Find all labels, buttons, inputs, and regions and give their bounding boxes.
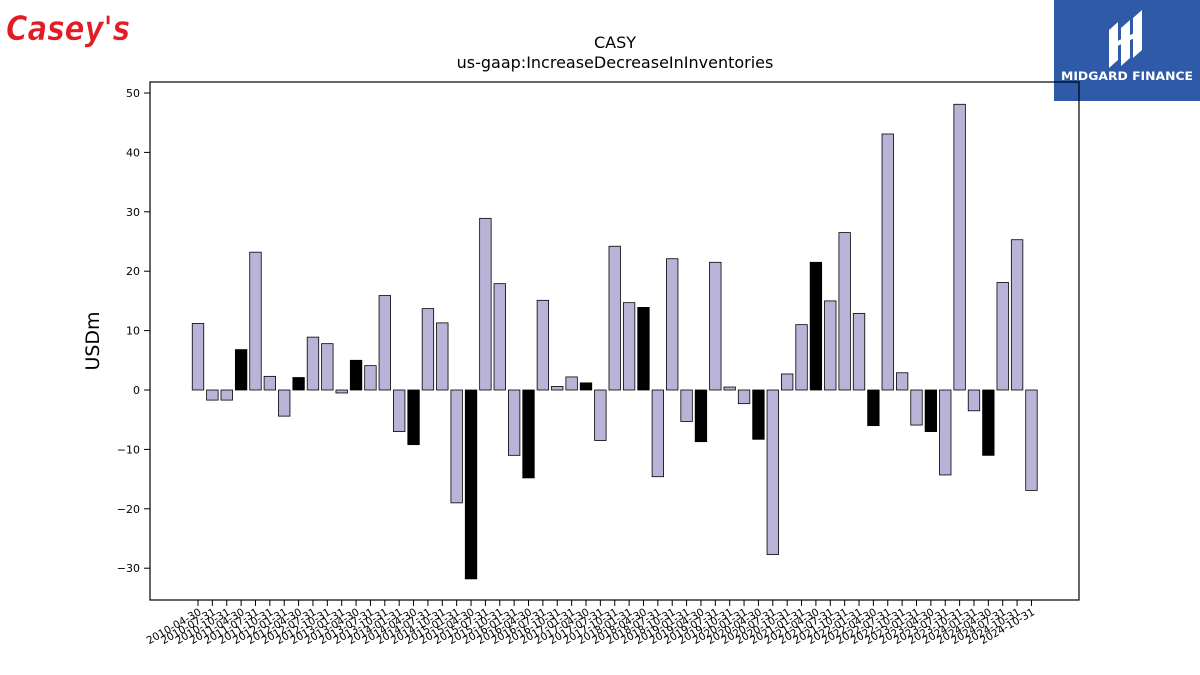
bar-44: [824, 300, 837, 391]
bar-39: [752, 389, 765, 440]
bar-45: [838, 232, 851, 391]
bar-25: [551, 386, 564, 391]
bar-2: [220, 389, 233, 401]
bar-4: [249, 251, 262, 391]
bar-38: [737, 389, 751, 405]
bar-31: [637, 307, 650, 391]
bar-49: [895, 372, 909, 391]
bar-21: [493, 283, 506, 391]
bar-17: [436, 322, 449, 391]
bar-35: [694, 389, 708, 443]
bar-20: [479, 217, 492, 391]
y-tick-label-7: 40: [126, 146, 140, 159]
bar-47: [867, 389, 880, 427]
bar-23: [522, 389, 535, 479]
bar-43: [809, 261, 823, 391]
bar-50: [910, 389, 923, 426]
bar-16: [421, 308, 435, 391]
bar-54: [967, 389, 981, 412]
bar-26: [565, 376, 578, 391]
midgard-logo-text: MIDGARD FINANCE: [1061, 69, 1193, 83]
x-axis: 2010-04-302010-07-312010-10-312011-04-30…: [145, 600, 1037, 647]
bar-24: [536, 299, 550, 391]
bar-5: [263, 375, 277, 391]
chart-subtitle: us-gaap:IncreaseDecreaseInInventories: [457, 53, 774, 72]
midgard-emblem-icon: [1109, 10, 1142, 68]
bar-46: [852, 312, 866, 391]
bar-14: [393, 389, 406, 432]
bar-29: [608, 245, 621, 391]
bar-19: [464, 389, 478, 580]
bar-10: [335, 389, 348, 394]
bar-6: [278, 389, 291, 417]
bar-48: [881, 133, 894, 391]
bar-41: [781, 373, 794, 391]
bar-7: [292, 377, 305, 391]
bar-52: [939, 389, 952, 476]
y-tick-label-4: 10: [126, 325, 140, 338]
plot-frame: [149, 81, 1080, 601]
bar-3: [234, 349, 248, 391]
bar-0: [191, 323, 205, 391]
midgard-finance-logo: MIDGARD FINANCE: [1054, 0, 1200, 101]
bar-53: [953, 103, 966, 391]
bar-13: [378, 295, 391, 391]
bar-30: [622, 302, 636, 391]
bar-55: [982, 389, 995, 456]
y-tick-label-0: −30: [117, 562, 140, 575]
y-tick-label-8: 50: [126, 87, 140, 100]
bar-34: [680, 389, 693, 422]
bar-12: [364, 365, 377, 391]
bar-9: [321, 343, 334, 391]
bar-42: [795, 324, 808, 391]
bar-57: [1010, 239, 1024, 391]
midgard-logo-graphic: MIDGARD FINANCE: [1061, 10, 1193, 83]
bar-8: [306, 336, 320, 391]
bar-28: [594, 389, 607, 441]
y-axis-label: USDm: [82, 311, 104, 370]
bar-1: [206, 389, 219, 401]
y-tick-label-5: 20: [126, 265, 140, 278]
y-tick-label-3: 0: [133, 384, 140, 397]
y-tick-label-2: −10: [117, 443, 140, 456]
bar-36: [709, 261, 722, 391]
bar-22: [507, 389, 521, 456]
chart-title: CASY: [594, 33, 636, 52]
bar-18: [450, 389, 463, 504]
bar-40: [766, 389, 779, 555]
bar-37: [723, 386, 736, 391]
bar-15: [407, 389, 420, 446]
y-tick-label-6: 30: [126, 206, 140, 219]
bar-11: [349, 359, 363, 391]
y-axis: −30 −20 −10 0 10 20 30 40 50: [117, 87, 150, 575]
bar-56: [996, 282, 1009, 391]
bar-32: [651, 389, 664, 478]
bar-27: [579, 382, 593, 391]
bar-58: [1025, 389, 1038, 491]
caseys-logo-text: Casey's: [6, 9, 130, 49]
bar-51: [924, 389, 938, 432]
bar-33: [666, 258, 679, 391]
caseys-logo: Casey's: [6, 9, 131, 50]
bars-group: [191, 103, 1038, 580]
y-tick-label-1: −20: [117, 503, 140, 516]
